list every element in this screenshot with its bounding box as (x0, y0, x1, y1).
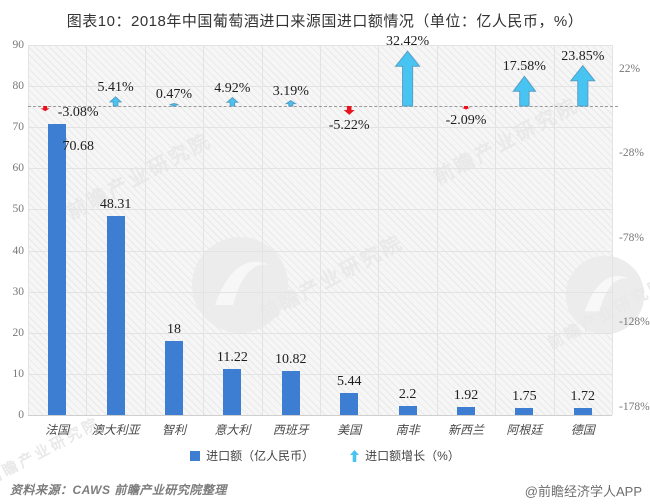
category-label-德国: 德国 (570, 423, 595, 437)
bar-法国 (48, 124, 67, 415)
gridline-vertical (495, 45, 497, 415)
bar-value-label: 5.44 (336, 373, 362, 389)
bar-德国 (573, 407, 592, 415)
bar-西班牙 (281, 370, 300, 415)
left-axis-tick: 0 (18, 409, 24, 421)
gridline-vertical (203, 45, 205, 415)
legend-bar-swatch (190, 450, 201, 461)
bar-新西兰 (457, 407, 475, 415)
growth-value-label: 17.58% (502, 59, 546, 75)
growth-value-label: 4.92% (214, 80, 251, 96)
left-axis-tick: 40 (12, 244, 25, 257)
gridline-vertical (553, 45, 555, 415)
bar-意大利 (223, 368, 242, 415)
left-axis-tick: 50 (12, 203, 25, 216)
bar-value-label: 2.2 (398, 386, 417, 402)
zero-growth-dashed-line (28, 106, 618, 107)
growth-value-label: -5.22% (328, 117, 370, 133)
category-label-澳大利亚: 澳大利亚 (91, 423, 140, 437)
growth-value-label: -2.09% (445, 112, 487, 128)
growth-value-label: -3.08% (57, 105, 99, 120)
gridline-vertical (261, 45, 263, 415)
bar-南非 (398, 405, 417, 415)
legend-growth-label: 进口额增长（%） (365, 449, 460, 463)
footer-credit: @前瞻经济学人APP (524, 484, 642, 499)
left-axis-tick: 20 (12, 326, 25, 339)
category-label-阿根廷: 阿根廷 (506, 423, 543, 437)
gridline-vertical (144, 45, 146, 415)
right-axis-tick: -178% (619, 400, 650, 413)
bar-value-label: 10.82 (275, 351, 307, 367)
legend-item-growth: 进口额增长（%） (350, 447, 460, 464)
legend-up-arrow-icon (350, 449, 360, 462)
gridline-vertical (28, 45, 29, 415)
chart-legend: 进口额（亿人民币） 进口额增长（%） (0, 447, 650, 464)
category-label-南非: 南非 (395, 423, 420, 437)
right-axis-tick: -28% (619, 147, 644, 160)
category-label-西班牙: 西班牙 (272, 423, 309, 437)
legend-item-import: 进口额（亿人民币） (190, 447, 314, 464)
gridline-vertical (612, 45, 613, 415)
gridline-vertical (320, 45, 321, 415)
gridline-vertical (86, 45, 88, 415)
growth-value-label: 3.19% (272, 83, 309, 99)
gridline-vertical (378, 45, 380, 415)
gridline-vertical (436, 45, 438, 415)
bar-value-label: 48.31 (99, 197, 132, 213)
category-label-新西兰: 新西兰 (447, 423, 485, 437)
footer-source: 资料来源：CAWS 前瞻产业研究院整理 (10, 483, 227, 497)
left-axis-tick: 30 (12, 285, 25, 298)
left-axis-tick: 10 (12, 367, 25, 380)
growth-value-label: 5.41% (97, 79, 134, 95)
right-axis-tick: 22% (619, 62, 641, 75)
left-axis-tick: 90 (12, 39, 25, 51)
bar-value-label: 70.68 (62, 139, 94, 155)
x-axis-line (28, 415, 612, 416)
bar-澳大利亚 (106, 216, 125, 415)
legend-import-label: 进口额（亿人民币） (206, 449, 315, 463)
category-label-法国: 法国 (45, 423, 70, 437)
growth-value-label: 0.47% (155, 86, 193, 102)
bar-value-label: 11.22 (216, 349, 248, 365)
bar-value-label: 1.72 (570, 388, 596, 404)
bar-阿根廷 (515, 407, 534, 415)
category-label-意大利: 意大利 (214, 423, 251, 437)
category-label-智利: 智利 (161, 423, 187, 437)
left-axis-tick: 60 (12, 162, 25, 175)
right-axis-tick: -128% (619, 316, 650, 329)
left-axis-tick: 70 (12, 121, 25, 134)
bar-value-label: 1.75 (512, 388, 537, 404)
growth-value-label: 23.85% (561, 48, 605, 64)
bar-智利 (165, 341, 183, 415)
bar-美国 (340, 392, 359, 415)
growth-value-label: 32.42% (386, 34, 430, 50)
right-axis-tick: -78% (619, 231, 644, 244)
page-title: 图表10：2018年中国葡萄酒进口来源国进口额情况（单位：亿人民币，%） (66, 13, 584, 30)
left-axis-tick: 80 (12, 80, 25, 93)
bar-value-label: 1.92 (453, 388, 479, 404)
bar-value-label: 18 (167, 322, 181, 337)
category-label-美国: 美国 (337, 423, 362, 437)
